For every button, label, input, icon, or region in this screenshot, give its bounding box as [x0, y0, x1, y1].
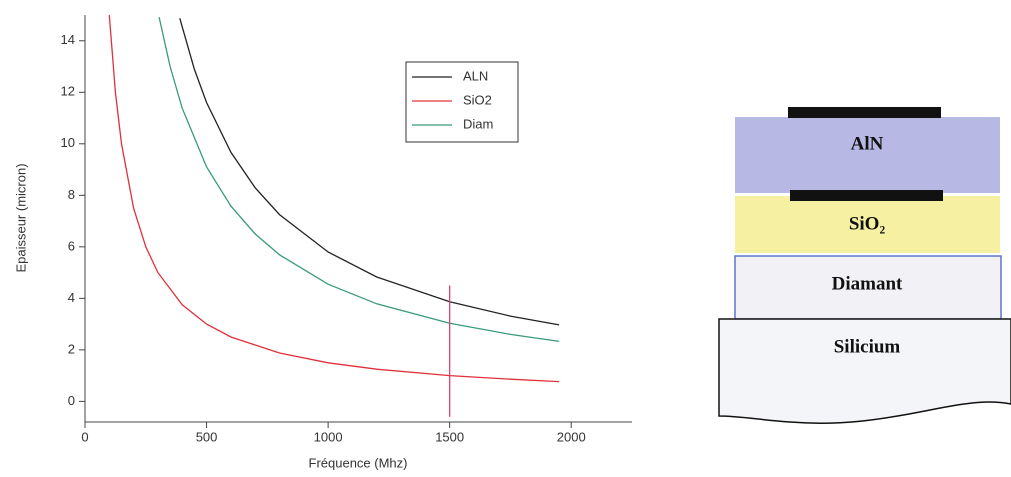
series-line — [108, 15, 560, 383]
sio2-layer — [735, 196, 1000, 253]
legend-label: ALN — [463, 68, 488, 83]
legend-label: SiO2 — [463, 92, 492, 107]
x-axis-label: Fréquence (Mhz) — [309, 455, 408, 470]
diagram: AlN SiO₂ Diamant Silicium — [718, 107, 1011, 424]
y-tick-label: 4 — [68, 290, 75, 305]
y-tick-label: 8 — [68, 187, 75, 202]
x-tick-label: 0 — [81, 429, 88, 444]
plot-area — [108, 15, 560, 383]
y-tick-label: 12 — [61, 84, 75, 99]
bottom-electrode — [790, 190, 943, 201]
diamant-layer — [734, 255, 1002, 320]
layer-label: Silicium — [834, 336, 901, 357]
aln-layer — [735, 117, 1000, 193]
series-line — [158, 16, 560, 343]
x-tick-label: 1000 — [314, 429, 343, 444]
series-line — [179, 18, 560, 326]
y-tick-label: 14 — [61, 32, 75, 47]
legend — [405, 61, 519, 143]
x-tick-label: 2000 — [557, 429, 586, 444]
y-axis-label: Epaisseur (micron) — [13, 163, 28, 272]
x-tick-label: 1500 — [435, 429, 464, 444]
layer-label: SiO₂ — [849, 213, 886, 234]
y-tick-label: 6 — [68, 238, 75, 253]
y-tick-label: 0 — [68, 393, 75, 408]
legend-label: Diam — [463, 116, 493, 131]
silicium-layer — [718, 318, 1011, 424]
y-tick-label: 2 — [68, 341, 75, 356]
y-tick-label: 10 — [61, 135, 75, 150]
layer-label: Diamant — [832, 273, 903, 294]
x-tick-label: 500 — [196, 429, 218, 444]
layer-label: AlN — [851, 133, 884, 154]
top-electrode — [788, 107, 941, 118]
